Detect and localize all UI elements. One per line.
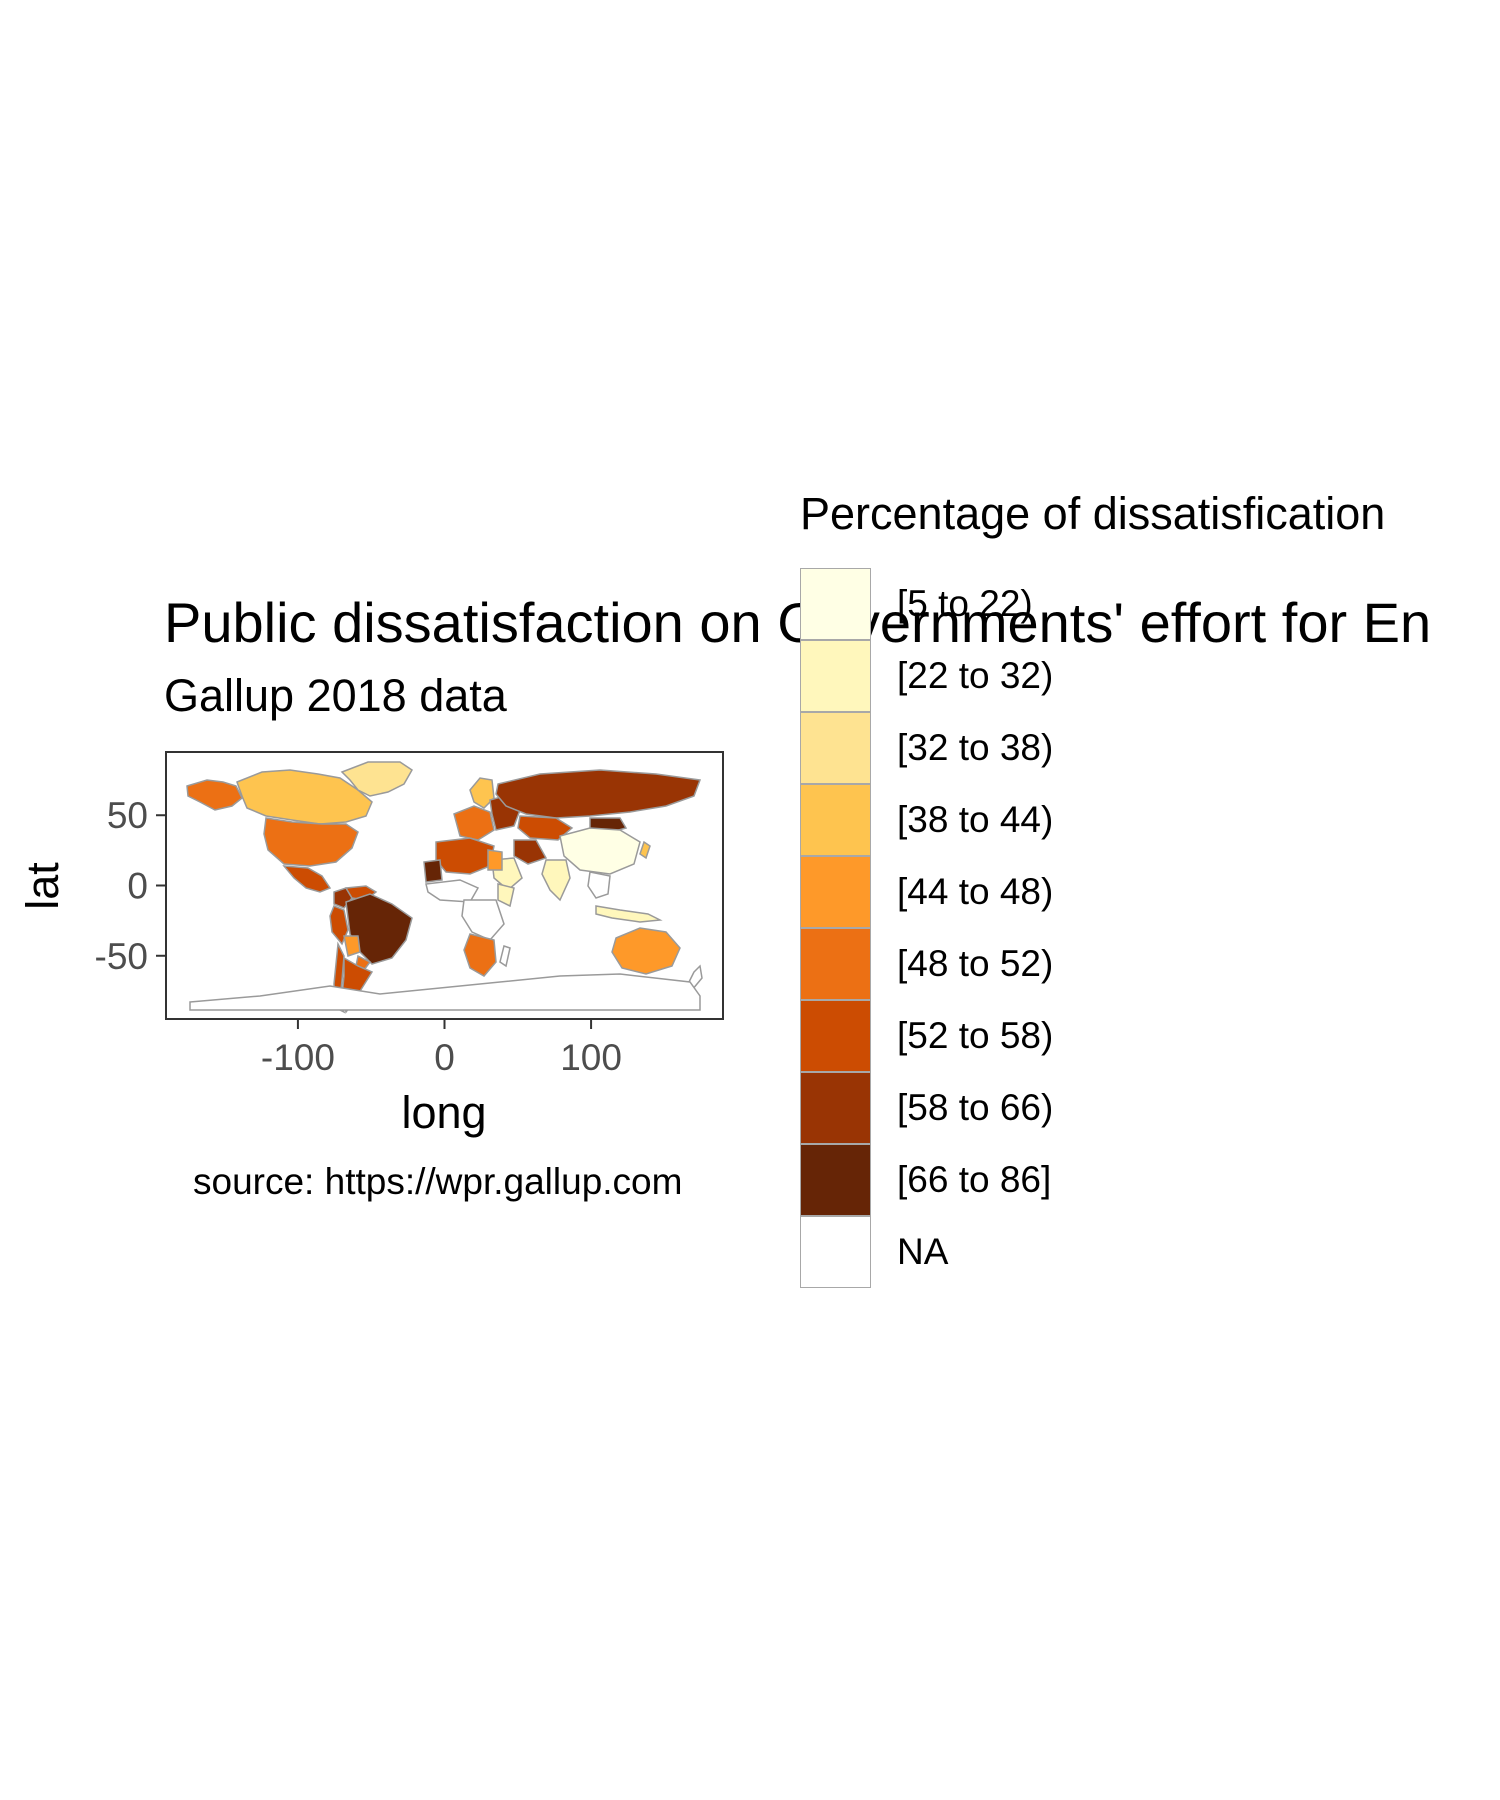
legend-label: [32 to 38) [897,727,1054,768]
legend-label: [48 to 52) [897,943,1054,984]
legend-swatch [800,1000,871,1072]
legend-label: [52 to 58) [897,1015,1054,1056]
region-united-states [263,817,359,867]
y-tick-label: 50 [107,795,148,836]
legend-swatch [800,1216,871,1288]
legend-swatch [800,856,871,928]
y-tick-label: -50 [95,936,148,977]
y-axis-label: lat [17,862,68,910]
region-peru [329,905,349,946]
legend-label: [44 to 48) [897,871,1054,912]
legend-label: [22 to 32) [897,655,1054,696]
region-madagascar [499,945,511,968]
legend-label: [66 to 86] [897,1159,1052,1200]
y-tick-label: 0 [127,866,148,907]
legend-swatch [800,928,871,1000]
region-scandinavia [469,777,495,809]
legend-swatch [800,1144,871,1216]
legend-item: [66 to 86] [800,1144,1385,1216]
legend-title: Percentage of dissatisfication [800,488,1386,539]
legend-swatch [800,640,871,712]
region-southeast-asia [587,871,611,899]
legend-item: [44 to 48) [800,856,1385,928]
legend-item: [58 to 66) [800,1072,1385,1144]
region-australia [611,927,681,975]
legend-items: [5 to 22) [22 to 32) [32 to 38) [38 to 44) [… [800,568,1385,1288]
legend-swatch [800,712,871,784]
region-north-africa [435,837,495,875]
region-russia [495,769,702,819]
x-tick-label: -100 [261,1037,335,1078]
region-mexico [282,865,332,893]
x-tick-label: 100 [560,1037,622,1078]
legend-item: [52 to 58) [800,1000,1385,1072]
region-southern-africa [463,933,497,977]
region-mauritania [423,859,443,883]
region-japan [639,840,651,860]
region-china [559,827,641,875]
x-tick-label: 0 [434,1037,455,1078]
legend-label: [38 to 44) [897,799,1054,840]
legend: Percentage of dissatisfication [5 to 22)… [800,488,1385,1288]
region-iran [513,839,548,865]
legend-item: NA [800,1216,1385,1288]
region-kazakhstan [517,815,574,841]
x-axis-label: long [401,1087,486,1138]
legend-label: [58 to 66) [897,1087,1054,1128]
legend-swatch [800,1072,871,1144]
legend-label: [5 to 22) [897,583,1033,624]
chart-title: Public dissatisfaction on Governments' e… [164,591,1432,654]
legend-item: [5 to 22) [800,568,1385,640]
region-antarctica [189,973,701,1011]
region-india [541,859,571,902]
legend-item: [22 to 32) [800,640,1385,712]
legend-item: [48 to 52) [800,928,1385,1000]
region-bolivia [343,935,361,957]
legend-item: [32 to 38) [800,712,1385,784]
region-western-europe [453,805,495,841]
legend-swatch [800,784,871,856]
region-canada [236,769,373,825]
legend-item: [38 to 44) [800,784,1385,856]
axes: -100 0 100 50 0 -50 [95,795,622,1078]
legend-label: NA [897,1231,949,1272]
region-greenland [340,761,413,797]
region-ethiopia [497,883,515,908]
map-regions [186,761,703,1014]
chart-subtitle: Gallup 2018 data [164,670,507,721]
region-egypt [487,849,503,871]
region-alaska [186,779,243,811]
source-caption: source: https://wpr.gallup.com [193,1161,683,1202]
region-indonesia [595,905,663,923]
legend-swatch [800,568,871,640]
